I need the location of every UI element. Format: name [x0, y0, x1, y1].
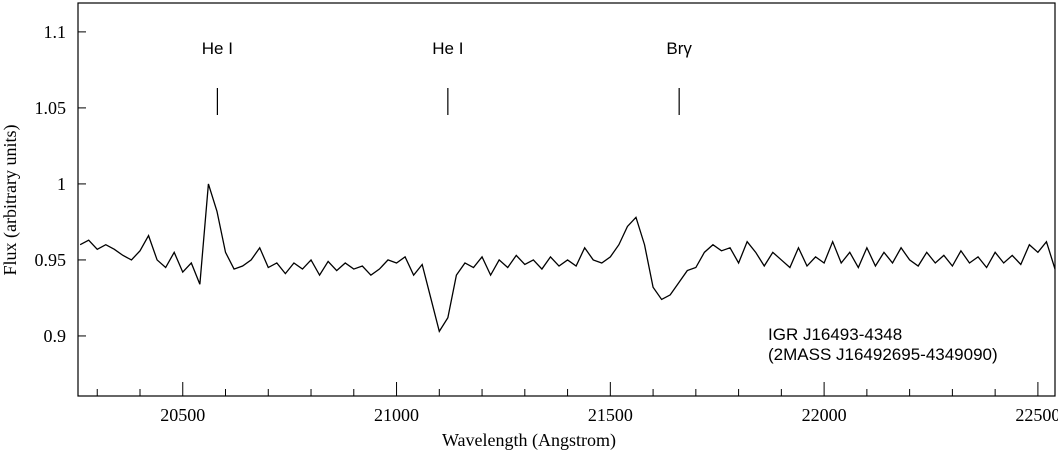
line-annotation: Brγ [666, 39, 692, 58]
x-tick-label: 22000 [802, 405, 847, 425]
y-axis-label: Flux (arbitrary units) [0, 125, 21, 276]
y-tick-label: 1 [57, 174, 66, 194]
object-label: (2MASS J16492695-4349090) [768, 345, 998, 364]
y-tick-label: 1.05 [35, 98, 67, 118]
x-axis-label: Wavelength (Angstrom) [442, 430, 616, 451]
object-label: IGR J16493-4348 [768, 325, 902, 344]
spectrum-line [79, 183, 1056, 334]
x-tick-label: 21000 [374, 405, 419, 425]
x-tick-label: 22500 [1015, 405, 1058, 425]
line-annotation: He I [202, 39, 233, 58]
y-tick-label: 0.95 [35, 250, 67, 270]
x-tick-label: 21500 [588, 405, 633, 425]
plot-frame [77, 2, 1056, 397]
line-annotation: He I [432, 39, 463, 58]
y-tick-label: 1.1 [44, 22, 67, 42]
x-tick-label: 20500 [160, 405, 205, 425]
y-tick-label: 0.9 [44, 326, 67, 346]
